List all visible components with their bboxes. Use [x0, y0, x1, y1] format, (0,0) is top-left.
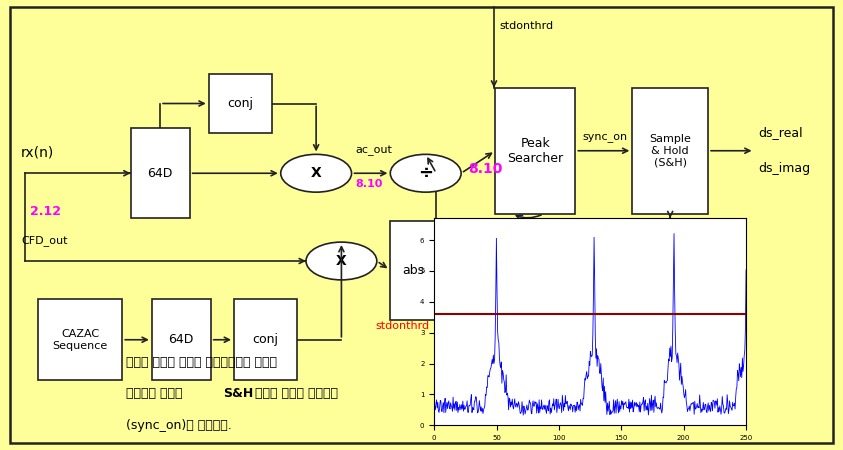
Text: S&H: S&H: [223, 387, 254, 400]
Text: ds_real: ds_real: [759, 126, 803, 139]
Text: stdonthrd: stdonthrd: [376, 321, 430, 331]
Text: (sync_on)를 생성한다.: (sync_on)를 생성한다.: [126, 418, 232, 432]
Text: Peak
Searcher: Peak Searcher: [507, 137, 563, 165]
Text: X: X: [311, 166, 321, 180]
Text: 2.12: 2.12: [30, 205, 61, 218]
Text: Sample
& Hold
(S&H): Sample & Hold (S&H): [649, 134, 691, 167]
Text: abs: abs: [402, 264, 424, 276]
FancyBboxPatch shape: [209, 74, 271, 133]
Text: X: X: [336, 254, 346, 268]
Text: conj: conj: [228, 97, 253, 110]
FancyBboxPatch shape: [38, 299, 122, 380]
Circle shape: [306, 242, 377, 280]
Text: 8.10: 8.10: [468, 162, 502, 176]
Text: 8.10: 8.10: [445, 280, 472, 290]
Text: CAZAC
Sequence: CAZAC Sequence: [52, 329, 108, 351]
Text: sync_on: sync_on: [582, 132, 627, 142]
Text: 타이밍을 찾아서: 타이밍을 찾아서: [126, 387, 187, 400]
Text: 주파수 옷섯이 보상된 입력으로부터 샘플링: 주파수 옷섯이 보상된 입력으로부터 샘플링: [126, 356, 277, 369]
Text: stdonthrd: stdonthrd: [500, 21, 554, 31]
FancyBboxPatch shape: [131, 128, 190, 218]
Text: rx(n): rx(n): [21, 146, 54, 160]
Text: 64D: 64D: [148, 167, 173, 180]
Text: ac_out: ac_out: [356, 145, 393, 156]
Text: 블록이 사용할 제어신호: 블록이 사용할 제어신호: [255, 387, 337, 400]
Text: zc_out: zc_out: [445, 235, 481, 246]
Text: ds_imag: ds_imag: [759, 162, 811, 175]
FancyBboxPatch shape: [389, 220, 437, 320]
FancyBboxPatch shape: [496, 88, 575, 214]
Text: ÷: ÷: [418, 164, 433, 182]
FancyBboxPatch shape: [632, 88, 708, 214]
FancyBboxPatch shape: [152, 299, 211, 380]
FancyBboxPatch shape: [234, 299, 298, 380]
Text: 8.10: 8.10: [356, 179, 383, 189]
Text: conj: conj: [253, 333, 278, 346]
Text: 64D: 64D: [169, 333, 194, 346]
Circle shape: [281, 154, 352, 192]
Circle shape: [390, 154, 461, 192]
Text: CFD_out: CFD_out: [21, 235, 67, 246]
